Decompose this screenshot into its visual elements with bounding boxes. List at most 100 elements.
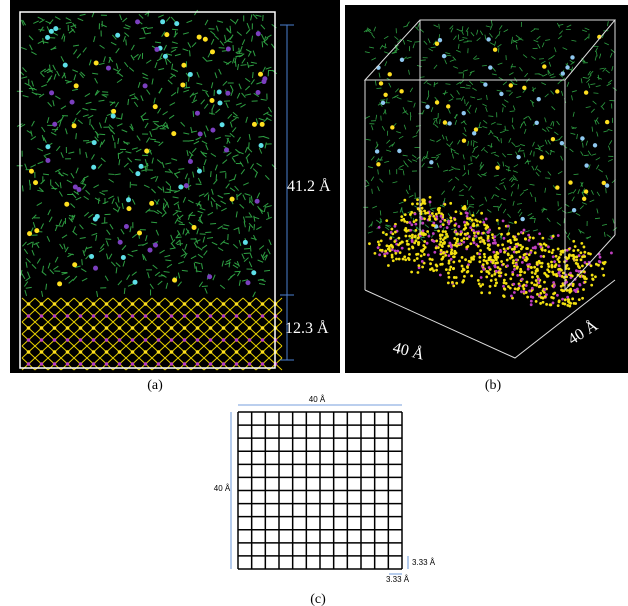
polymer-bond xyxy=(218,68,222,75)
polymer-bond xyxy=(183,132,190,135)
polymer-bond xyxy=(82,249,86,256)
substrate-atom xyxy=(447,261,451,265)
polymer-bond xyxy=(226,152,232,157)
substrate-atom xyxy=(568,290,572,294)
polymer-bond xyxy=(153,122,160,127)
polymer-bond xyxy=(39,19,45,24)
polymer-bond xyxy=(113,68,119,72)
ion xyxy=(442,120,448,125)
polymer-bond xyxy=(249,200,255,206)
polymer-bond xyxy=(233,227,240,231)
polymer-bond xyxy=(381,45,387,49)
polymer-bond xyxy=(510,38,513,45)
substrate-atom xyxy=(410,270,414,274)
polymer-bond xyxy=(515,34,521,39)
polymer-bond xyxy=(363,28,369,33)
polymer-bond xyxy=(70,203,76,208)
polymer-bond xyxy=(106,112,113,117)
polymer-bond xyxy=(528,115,532,121)
polymer-bond xyxy=(66,179,73,184)
polymer-bond xyxy=(178,223,185,226)
polymer-bond xyxy=(176,214,181,220)
polymer-bond xyxy=(190,255,197,260)
substrate-atom xyxy=(445,226,449,229)
substrate-atom xyxy=(478,220,482,224)
polymer-bond xyxy=(571,196,575,202)
polymer-bond xyxy=(411,229,416,233)
polymer-bond xyxy=(140,115,145,122)
polymer-bond xyxy=(236,136,241,143)
polymer-bond xyxy=(264,174,270,180)
lattice-atom xyxy=(130,302,135,306)
polymer-bond xyxy=(42,41,49,44)
polymer-bond xyxy=(587,150,592,156)
substrate-atom xyxy=(439,214,443,218)
polymer-bond xyxy=(570,132,576,135)
polymer-bond xyxy=(183,89,190,93)
ion xyxy=(429,160,434,165)
polymer-bond xyxy=(176,243,183,246)
lattice-atom xyxy=(169,302,174,306)
substrate-atom xyxy=(526,265,530,268)
polymer-bond xyxy=(191,147,197,153)
lattice-atom xyxy=(117,362,122,366)
substrate-atom xyxy=(550,251,554,255)
polymer-bond xyxy=(210,30,216,36)
polymer-bond xyxy=(192,110,195,117)
polymer-bond xyxy=(85,189,91,195)
substrate-atom xyxy=(521,256,525,259)
substrate-atom xyxy=(387,244,391,248)
ion xyxy=(93,265,99,271)
polymer-bond xyxy=(59,243,64,250)
panel-b-label: (b) xyxy=(485,378,502,393)
substrate-atom xyxy=(453,223,457,227)
polymer-bond xyxy=(170,239,176,245)
polymer-bond xyxy=(489,130,494,135)
substrate-atom xyxy=(483,255,487,259)
substrate-atom xyxy=(552,292,555,296)
polymer-bond xyxy=(599,53,602,59)
substrate-atom xyxy=(601,261,605,265)
polymer-bond xyxy=(195,136,202,141)
polymer-bond xyxy=(384,61,388,67)
substrate-atom xyxy=(536,292,539,296)
polymer-bond xyxy=(177,230,181,236)
substrate-atom xyxy=(579,251,583,255)
substrate-atom xyxy=(556,304,560,308)
polymer-bond xyxy=(243,182,249,186)
polymer-bond xyxy=(544,187,547,193)
substrate-atom xyxy=(568,253,571,257)
polymer-bond xyxy=(407,100,413,103)
polymer-bond xyxy=(72,214,76,221)
polymer-bond xyxy=(248,261,253,268)
polymer-bond xyxy=(253,92,260,98)
polymer-bond xyxy=(260,33,265,40)
polymer-bond xyxy=(426,82,432,86)
substrate-atom xyxy=(526,295,530,299)
polymer-bond xyxy=(268,106,272,113)
substrate-atom xyxy=(450,245,453,249)
polymer-bond xyxy=(580,151,584,156)
polymer-bond xyxy=(146,89,151,95)
polymer-bond xyxy=(201,244,208,249)
substrate-atom xyxy=(480,270,483,273)
polymer-bond xyxy=(443,169,449,172)
lattice-atom xyxy=(26,350,31,354)
polymer-bond xyxy=(432,117,438,120)
polymer-bond xyxy=(54,225,58,232)
polymer-bond xyxy=(536,35,541,40)
polymer-bond xyxy=(405,189,409,195)
substrate-atom xyxy=(565,257,569,261)
substrate-atom xyxy=(454,210,458,214)
polymer-bond xyxy=(98,99,105,102)
polymer-bond xyxy=(595,85,601,88)
polymer-bond xyxy=(503,185,507,190)
polymer-bond xyxy=(192,92,199,96)
polymer-bond xyxy=(104,116,108,123)
polymer-bond xyxy=(129,125,134,132)
lattice-atom xyxy=(208,350,213,354)
lattice-atom xyxy=(104,362,109,366)
polymer-bond xyxy=(117,138,120,145)
substrate-atom xyxy=(391,232,395,236)
polymer-bond xyxy=(538,148,543,152)
